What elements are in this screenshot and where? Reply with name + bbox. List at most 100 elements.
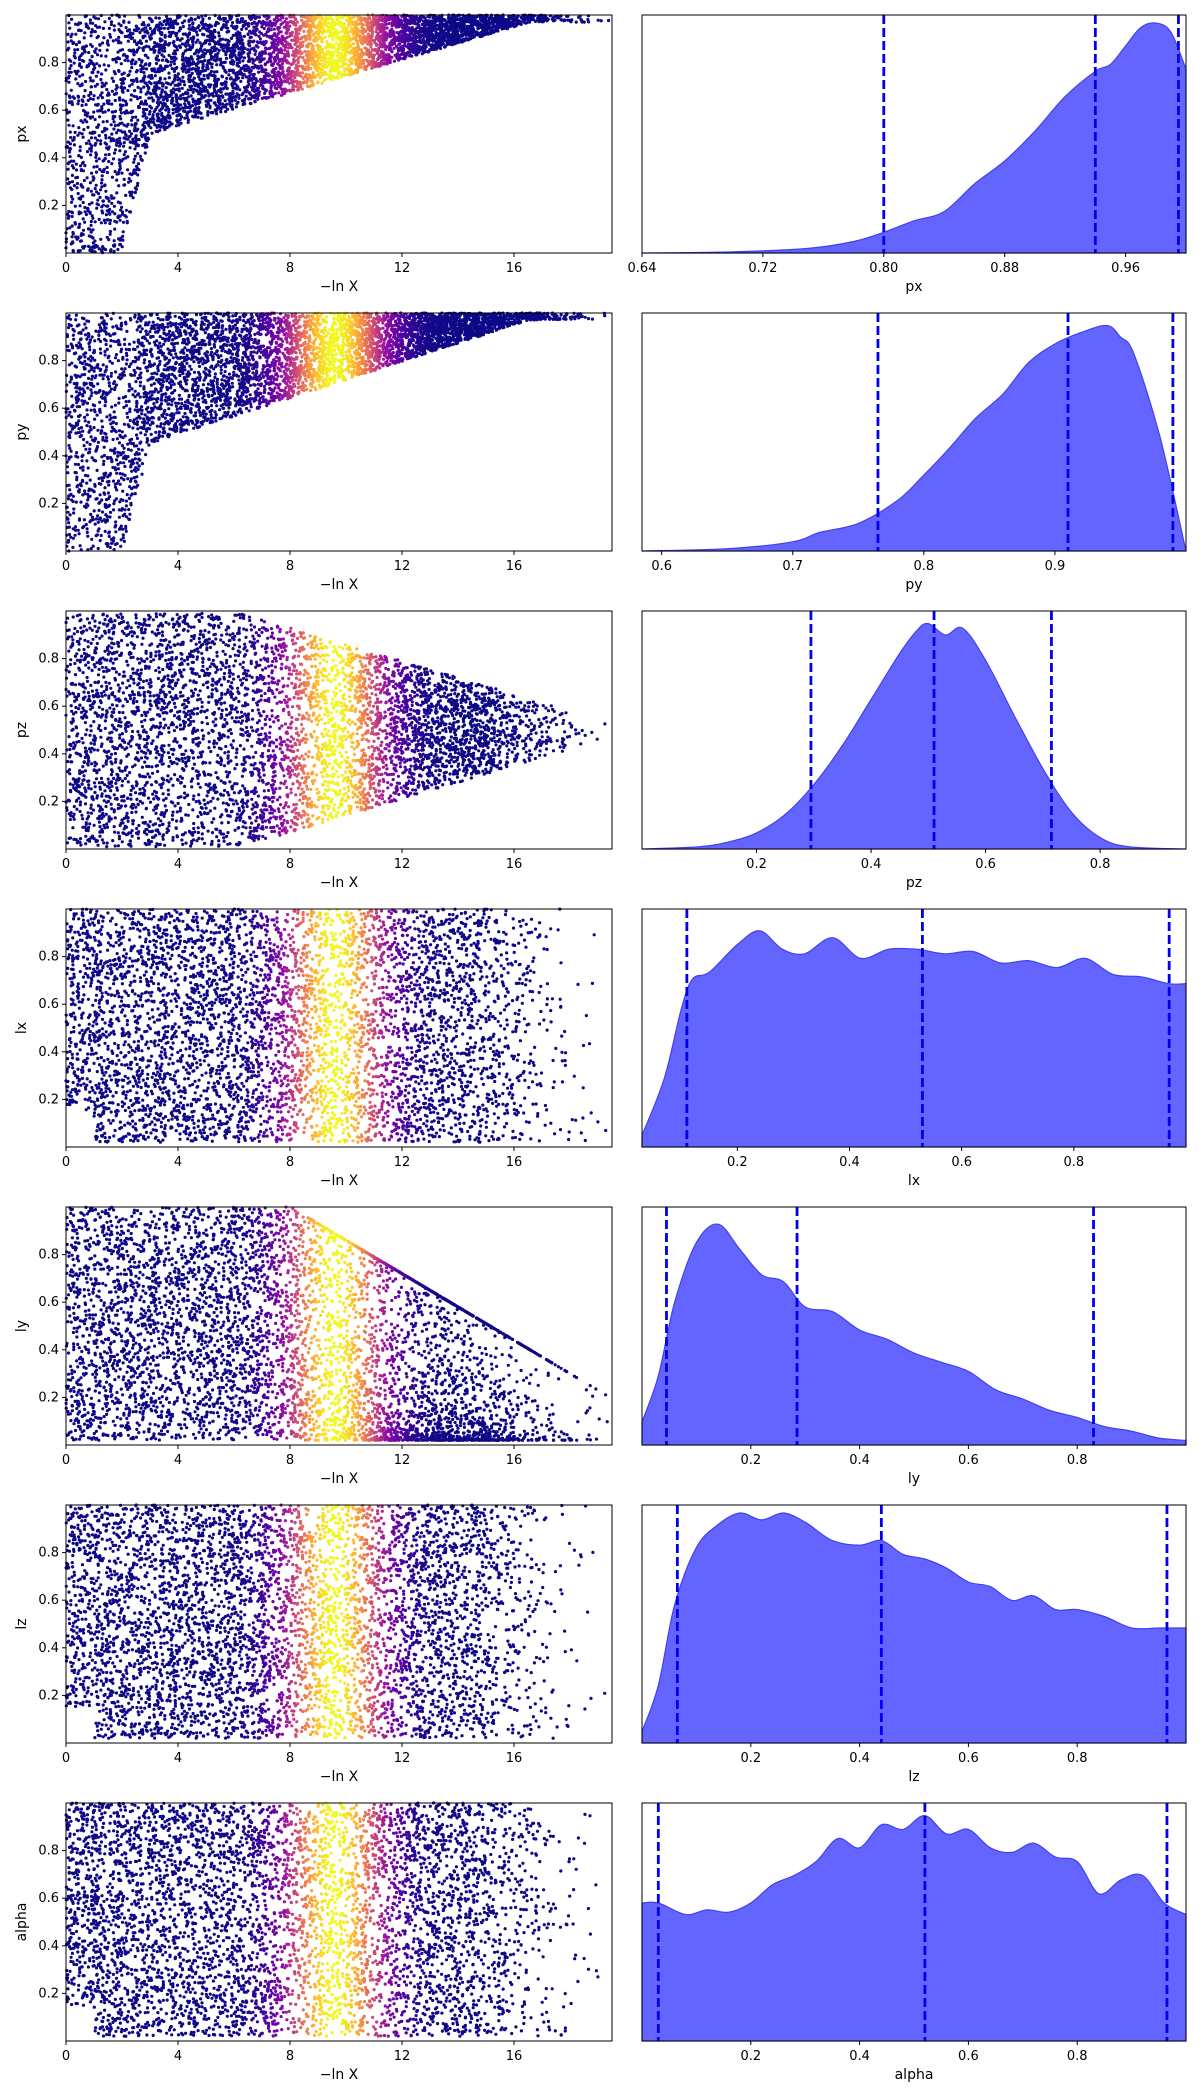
scatter-point	[221, 96, 224, 99]
scatter-point	[292, 58, 295, 61]
scatter-point	[109, 233, 112, 236]
scatter-point	[137, 162, 140, 165]
scatter-point	[297, 65, 300, 68]
scatter-point	[133, 89, 136, 92]
scatter-point	[70, 64, 73, 67]
scatter-point	[277, 91, 280, 94]
scatter-point	[352, 42, 355, 45]
scatter-point	[81, 104, 84, 107]
scatter-point	[116, 86, 119, 89]
scatter-point	[175, 124, 178, 127]
scatter-point	[67, 210, 70, 213]
scatter-point	[215, 112, 218, 115]
scatter-point	[105, 128, 108, 131]
scatter-point	[130, 119, 133, 122]
scatter-point	[123, 178, 126, 181]
scatter-point	[81, 100, 84, 103]
scatter-point	[172, 108, 175, 111]
scatter-point	[224, 61, 227, 64]
scatter-point	[252, 61, 255, 64]
scatter-point	[586, 18, 589, 21]
scatter-point	[98, 196, 101, 199]
scatter-point	[113, 152, 116, 155]
scatter-point	[133, 147, 136, 150]
scatter-point	[115, 131, 118, 134]
scatter-point	[393, 60, 396, 63]
scatter-point	[97, 192, 100, 195]
figure: 0.20.40.60.8px0 4 8 12 16−ln X0.64 0.72 0.80 0.…	[0, 0, 1200, 2100]
scatter-point	[123, 153, 126, 156]
scatter-point	[136, 119, 139, 122]
scatter-point	[188, 58, 191, 61]
scatter-point	[82, 229, 85, 232]
scatter-point	[218, 34, 221, 37]
scatter-point	[93, 66, 96, 69]
scatter-point	[231, 96, 234, 99]
scatter-point	[130, 123, 133, 126]
scatter-point	[191, 22, 194, 25]
scatter-point	[87, 94, 90, 97]
scatter-point	[365, 65, 368, 68]
scatter-point	[71, 103, 74, 106]
scatter-point	[158, 87, 161, 90]
scatter-point	[137, 144, 140, 147]
scatter-point	[248, 30, 251, 33]
scatter-point	[105, 88, 108, 91]
scatter-point	[115, 221, 118, 224]
scatter-point	[71, 231, 74, 234]
scatter-point	[107, 109, 110, 112]
scatter-point	[109, 230, 112, 233]
scatter-point	[67, 81, 70, 84]
scatter-point	[86, 176, 89, 179]
scatter-point	[70, 201, 73, 204]
scatter-point	[183, 83, 186, 86]
scatter-point	[119, 219, 122, 222]
scatter-point	[132, 196, 135, 199]
scatter-point	[325, 40, 328, 43]
scatter-point	[248, 44, 251, 47]
scatter-point	[90, 235, 93, 238]
scatter-point	[196, 33, 199, 36]
scatter-point	[169, 64, 172, 67]
scatter-point	[173, 78, 176, 81]
scatter-point	[123, 141, 126, 144]
scatter-point	[70, 39, 73, 42]
scatter-point	[241, 59, 244, 62]
scatter-point	[90, 136, 93, 139]
scatter-point	[79, 145, 82, 148]
scatter-point	[96, 109, 99, 112]
scatter-point	[181, 79, 184, 82]
scatter-point	[302, 77, 305, 80]
scatter-point	[206, 114, 209, 117]
scatter-point	[100, 185, 103, 188]
scatter-point	[106, 171, 109, 174]
scatter-point	[196, 116, 199, 119]
scatter-point	[95, 171, 98, 174]
scatter-point	[201, 27, 204, 30]
scatter-point	[423, 43, 426, 46]
scatter-point	[302, 30, 305, 33]
scatter-point	[296, 21, 299, 24]
scatter-point	[127, 21, 130, 24]
scatter-point	[84, 89, 87, 92]
scatter-point	[90, 34, 93, 37]
scatter-point	[260, 65, 263, 68]
scatter-point	[607, 19, 610, 22]
scatter-point	[76, 186, 79, 189]
scatter-point	[99, 188, 102, 191]
scatter-point	[298, 81, 301, 84]
scatter-point	[119, 167, 122, 170]
scatter-point	[182, 25, 185, 28]
scatter-point	[172, 112, 175, 115]
scatter-point	[324, 36, 327, 39]
scatter-point	[231, 100, 234, 103]
scatter-point	[102, 27, 105, 30]
scatter-point	[102, 36, 105, 39]
scatter-point	[181, 87, 184, 90]
scatter-point	[71, 235, 74, 238]
scatter-point	[109, 248, 112, 251]
scatter-point	[117, 36, 120, 39]
scatter-point	[110, 103, 113, 106]
scatter-point	[130, 66, 133, 69]
scatter-point	[129, 98, 132, 101]
